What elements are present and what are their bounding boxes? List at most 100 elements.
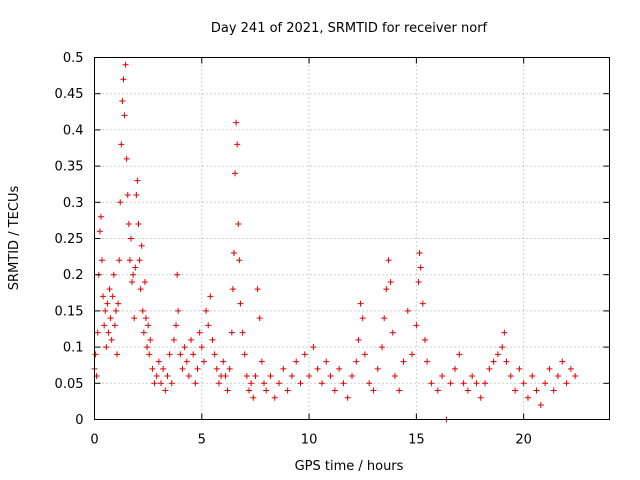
data-point xyxy=(168,380,175,387)
data-point xyxy=(215,380,222,387)
y-tick-label: 0.35 xyxy=(55,160,84,175)
data-point xyxy=(110,271,117,278)
data-point xyxy=(137,286,144,293)
data-point xyxy=(469,373,476,380)
data-point xyxy=(563,380,570,387)
x-tick-label: 0 xyxy=(90,433,98,448)
data-point xyxy=(254,286,261,293)
data-point xyxy=(537,402,544,409)
data-point xyxy=(222,373,229,380)
data-point xyxy=(228,329,235,336)
data-point xyxy=(241,351,248,358)
data-point xyxy=(340,380,347,387)
data-point xyxy=(520,380,527,387)
data-point xyxy=(389,329,396,336)
data-point xyxy=(550,387,557,394)
data-point xyxy=(192,380,199,387)
y-tick-label: 0.4 xyxy=(63,123,84,138)
data-point xyxy=(105,329,112,336)
data-point xyxy=(318,380,325,387)
data-point xyxy=(203,307,210,314)
data-point xyxy=(126,257,133,264)
data-point xyxy=(116,257,123,264)
y-tick-label: 0.05 xyxy=(55,377,84,392)
data-point xyxy=(327,373,334,380)
data-point xyxy=(200,358,207,365)
data-point xyxy=(357,300,364,307)
data-point xyxy=(419,300,426,307)
data-point xyxy=(141,278,148,285)
data-point xyxy=(188,336,195,343)
data-point xyxy=(100,293,107,300)
data-point xyxy=(417,264,424,271)
data-point xyxy=(507,373,514,380)
data-point xyxy=(220,358,227,365)
data-point xyxy=(140,329,147,336)
data-point xyxy=(250,394,257,401)
data-point xyxy=(146,351,153,358)
data-point xyxy=(194,365,201,372)
data-point xyxy=(501,329,508,336)
y-tick-label: 0.45 xyxy=(55,87,84,102)
data-point xyxy=(366,380,373,387)
data-point xyxy=(323,358,330,365)
data-point xyxy=(115,300,122,307)
data-point xyxy=(149,365,156,372)
data-point xyxy=(233,119,240,126)
data-point xyxy=(96,228,103,235)
data-point xyxy=(170,336,177,343)
data-point xyxy=(267,373,274,380)
data-point xyxy=(94,329,101,336)
data-point xyxy=(164,373,171,380)
data-point xyxy=(108,336,115,343)
data-point xyxy=(119,97,126,104)
data-point xyxy=(106,286,113,293)
data-point xyxy=(542,380,549,387)
data-point xyxy=(421,336,428,343)
data-point xyxy=(92,351,99,358)
data-point xyxy=(117,199,124,206)
data-point xyxy=(486,365,493,372)
data-point xyxy=(144,344,151,351)
data-point xyxy=(336,365,343,372)
data-point xyxy=(177,351,184,358)
data-point xyxy=(256,315,263,322)
data-point xyxy=(456,351,463,358)
data-point xyxy=(546,365,553,372)
chart-title: Day 241 of 2021, SRMTID for receiver nor… xyxy=(211,21,488,36)
data-point xyxy=(280,365,287,372)
data-point xyxy=(415,278,422,285)
data-point xyxy=(166,351,173,358)
data-point xyxy=(162,387,169,394)
data-point xyxy=(236,257,243,264)
data-point xyxy=(349,373,355,380)
data-point xyxy=(383,286,390,293)
y-tick-label: 0.5 xyxy=(63,51,84,66)
data-point xyxy=(205,322,212,329)
data-point xyxy=(124,192,131,199)
data-point xyxy=(359,315,366,322)
data-point xyxy=(229,286,236,293)
data-point xyxy=(121,112,128,119)
data-point xyxy=(235,221,242,228)
data-point xyxy=(555,373,561,380)
data-point xyxy=(243,373,250,380)
data-point xyxy=(153,373,160,380)
data-point xyxy=(107,315,114,322)
data-point xyxy=(190,351,197,358)
data-point xyxy=(101,322,108,329)
data-point xyxy=(143,315,149,322)
data-point xyxy=(452,365,458,372)
data-points xyxy=(91,61,579,423)
y-tick-label: 0.1 xyxy=(63,341,84,356)
data-point xyxy=(353,358,360,365)
data-point xyxy=(473,380,480,387)
data-point xyxy=(129,278,136,285)
data-point xyxy=(147,336,154,343)
data-point xyxy=(131,315,138,322)
data-point xyxy=(207,293,214,300)
data-point xyxy=(494,351,501,358)
data-point xyxy=(306,373,313,380)
data-point xyxy=(284,387,291,394)
data-point xyxy=(416,249,423,256)
